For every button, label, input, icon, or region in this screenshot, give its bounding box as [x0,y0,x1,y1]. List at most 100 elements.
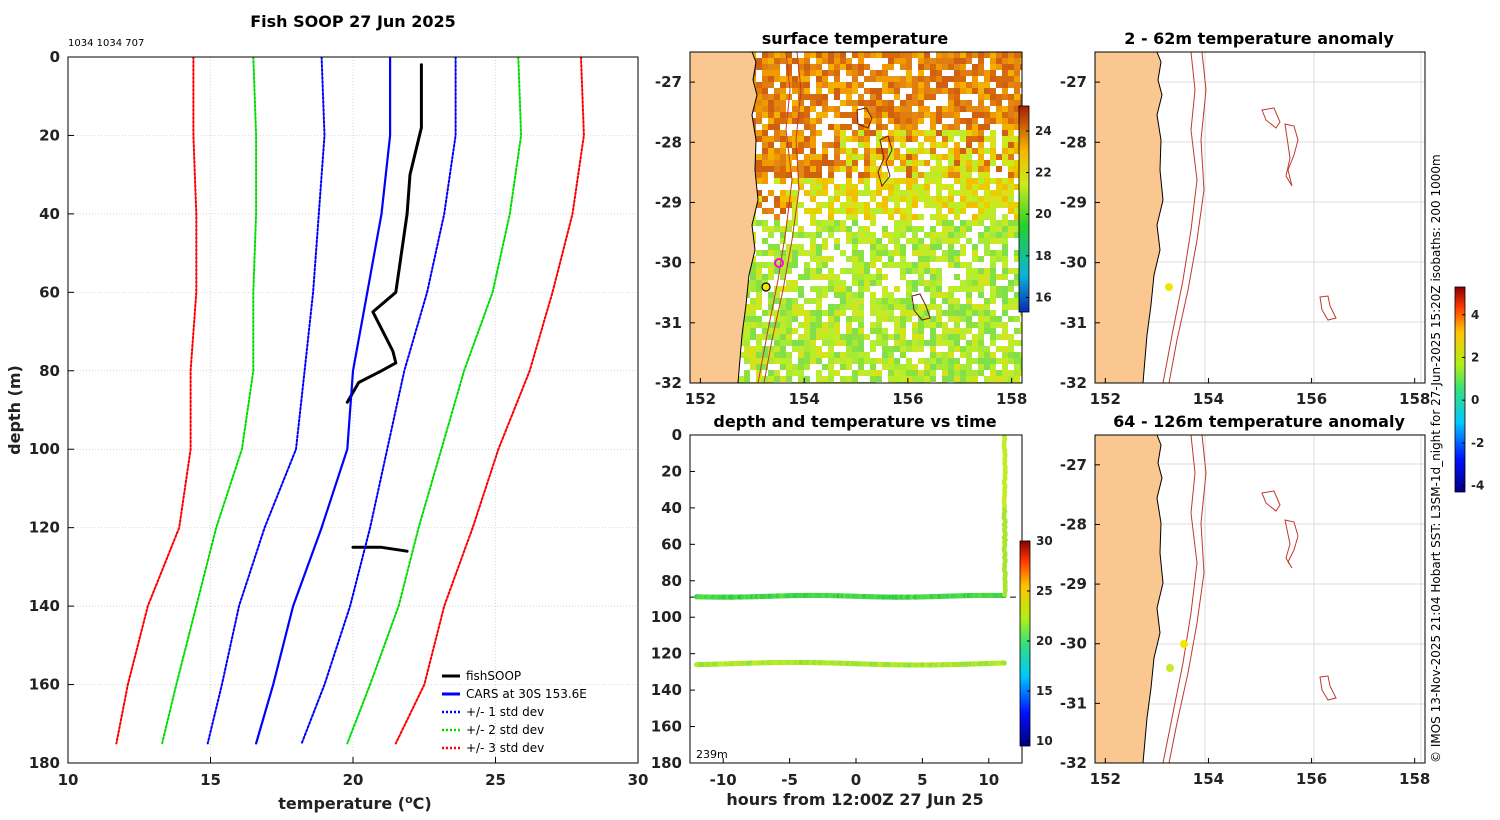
sst-cell [852,340,858,346]
sst-cell [888,250,894,256]
anom1-map-area [1095,52,1425,383]
sst-cell [834,238,840,244]
sst-cell [930,64,936,70]
sst-cell [870,304,876,310]
sst-cell [828,52,834,58]
sst-cell [804,250,810,256]
sst-cell [942,358,948,364]
sst-cell [942,130,948,136]
sst-cell [888,376,894,382]
sst-cell [888,196,894,202]
sst-cell [774,334,780,340]
sst-cell [936,76,942,82]
sst-cell [834,274,840,280]
sst-cell [792,154,798,160]
sst-cell [930,352,936,358]
sst-cell [810,334,816,340]
sst-cell [792,316,798,322]
sst-cell [858,94,864,100]
sst-cell [780,346,786,352]
sst-cell [888,304,894,310]
sst-cell [912,340,918,346]
sst-cell [810,166,816,172]
ts-xtick-label: 0 [851,771,861,789]
sst-cell [930,124,936,130]
sst-cell [948,64,954,70]
sst-cell [774,172,780,178]
sst-cell [786,250,792,256]
sst-cell [990,310,996,316]
sst-cell [828,358,834,364]
sst-cell [966,172,972,178]
sst-cell [912,262,918,268]
sst-cell [912,136,918,142]
ts-xticks: -10 -5 0 5 10 [710,758,999,789]
sst-cell [918,196,924,202]
sst-cell [978,286,984,292]
sst-cell [756,88,762,94]
sst-cell [1002,142,1008,148]
sst-cell [966,346,972,352]
sst-cell [870,100,876,106]
sst-cell [858,178,864,184]
anomaly-map-2-panel: 64 - 126m temperature anomaly 152 154 156 1… [1060,412,1430,788]
sst-cell [948,154,954,160]
sst-cell [756,196,762,202]
profile-series--2-std-dev-6 [346,57,523,745]
sst-cell [774,310,780,316]
sst-cell [948,286,954,292]
sst-cell [780,178,786,184]
sst-cell [864,64,870,70]
sst-cell [1008,190,1014,196]
anom1-seamount-2 [1284,123,1299,187]
sst-cell [786,244,792,250]
sst-cell [822,202,828,208]
sst-cell [1002,160,1008,166]
sst-cell [1002,322,1008,328]
sst-cell [942,172,948,178]
sst-cell [756,334,762,340]
sst-cell [960,160,966,166]
sst-cell [936,160,942,166]
sst-cell [786,328,792,334]
sst-cell [996,166,1002,172]
sst-cell [906,184,912,190]
sst-cell [870,364,876,370]
sst-cell [906,160,912,166]
sst-cell [918,310,924,316]
sst-cell [816,202,822,208]
sst-cell [798,322,804,328]
sst-cell [816,226,822,232]
sst-seamount-1 [856,107,873,129]
sst-cell [882,52,888,58]
sst-cell [810,238,816,244]
anom1-ytick-label: -30 [1060,254,1087,272]
sst-cell [846,286,852,292]
sst-cell [786,136,792,142]
sst-cell [822,328,828,334]
sst-cell [870,232,876,238]
sst-cell [846,94,852,100]
sst-cell [882,202,888,208]
sst-cell [870,52,876,58]
sst-cell [816,298,822,304]
sst-cell [864,352,870,358]
sst-cell [972,52,978,58]
sst-cell [900,220,906,226]
sst-cell [966,52,972,58]
sst-cell [1008,112,1014,118]
sst-cell [984,274,990,280]
sst-cell [912,124,918,130]
sst-cell [774,262,780,268]
sst-cell [978,64,984,70]
sst-cell [960,310,966,316]
sst-cell [996,178,1002,184]
sst-cell [936,352,942,358]
sst-cell [990,250,996,256]
sst-cell [840,250,846,256]
sst-cell [834,64,840,70]
sst-xticks: 152 154 156 158 [685,378,1027,408]
sst-cell [906,358,912,364]
sst-cell [942,334,948,340]
sst-cell [888,352,894,358]
